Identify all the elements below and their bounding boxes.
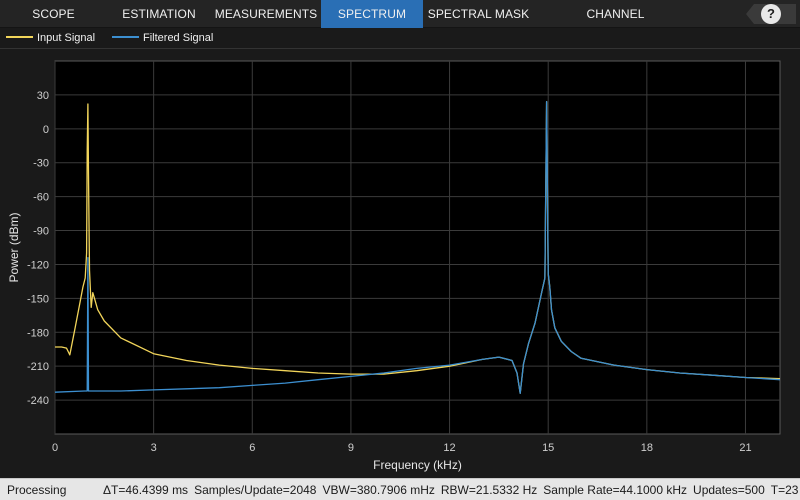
y-tick-label: -180 <box>27 327 49 339</box>
status-rbw: RBW=21.5332 Hz <box>440 483 538 497</box>
x-tick-label: 0 <box>52 442 58 454</box>
y-tick-labels: 30 0 -30 -60 -90 -120 -150 -180 -210 -240 <box>27 90 49 407</box>
x-tick-label: 21 <box>739 442 751 454</box>
legend-swatch-filtered-signal <box>112 36 139 39</box>
legend: Input Signal Filtered Signal <box>0 28 800 49</box>
tab-estimation[interactable]: ESTIMATION <box>122 7 196 21</box>
y-tick-label: 30 <box>37 90 49 102</box>
status-updates: Updates=500 <box>693 483 765 497</box>
tab-scope[interactable]: SCOPE <box>32 7 75 21</box>
x-tick-label: 12 <box>443 442 455 454</box>
y-tick-label: -90 <box>33 226 49 238</box>
y-tick-label: -120 <box>27 259 49 271</box>
legend-label-filtered-signal: Filtered Signal <box>143 32 214 44</box>
x-tick-label: 6 <box>249 442 255 454</box>
y-tick-label: -210 <box>27 361 49 373</box>
series-layer <box>54 101 781 394</box>
y-tick-label: -30 <box>33 158 49 170</box>
spectrum-plot[interactable]: 0 3 6 9 12 15 18 21 30 0 -30 -60 -90 -120 -150 -180 -21… <box>0 49 800 478</box>
tab-spectral-mask[interactable]: SPECTRAL MASK <box>427 7 530 21</box>
help-icon: ? <box>761 4 781 24</box>
y-tick-label: -240 <box>27 395 49 407</box>
legend-item-input-signal[interactable]: Input Signal <box>6 31 95 46</box>
status-sample-rate: Sample Rate=44.1000 kHz <box>543 483 688 497</box>
legend-swatch-input-signal <box>6 36 33 39</box>
legend-item-filtered-signal[interactable]: Filtered Signal <box>112 31 213 46</box>
status-delta-t: ΔT=46.4399 ms <box>103 483 189 497</box>
tab-measurements[interactable]: MEASUREMENTS <box>214 7 318 21</box>
help-button[interactable]: ? <box>746 4 796 24</box>
status-metrics: ΔT=46.4399 ms Samples/Update=2048 VBW=380.… <box>103 479 800 500</box>
x-tick-label: 3 <box>151 442 157 454</box>
x-tick-label: 9 <box>348 442 354 454</box>
axes-background <box>54 60 781 435</box>
x-tick-label: 18 <box>641 442 653 454</box>
toolstrip: SCOPE ESTIMATION MEASUREMENTS SPECTRUM S… <box>0 0 800 50</box>
tab-channel-measurements[interactable]: CHANNEL MEASUREMENTS <box>564 7 666 50</box>
spectrum-figure: 0 3 6 9 12 15 18 21 30 0 -30 -60 -90 -120 -150 -180 -21… <box>0 49 800 478</box>
status-state: Processing <box>7 483 67 497</box>
tab-spectrum[interactable]: SPECTRUM <box>321 0 423 28</box>
series-line-filtered-signal <box>54 101 781 394</box>
status-vbw: VBW=380.7906 mHz <box>322 483 435 497</box>
legend-label-input-signal: Input Signal <box>37 32 96 44</box>
y-tick-label: 0 <box>43 124 49 136</box>
status-time: T=23 <box>770 483 799 497</box>
grid <box>54 61 780 434</box>
x-tick-labels: 0 3 6 9 12 15 18 21 <box>52 442 752 454</box>
x-tick-label: 15 <box>542 442 554 454</box>
y-axis-label: Power (dBm) <box>7 212 21 282</box>
status-samples-per-update: Samples/Update=2048 <box>194 483 317 497</box>
y-tick-label: -150 <box>27 293 49 305</box>
x-axis-label: Frequency (kHz) <box>373 458 462 472</box>
status-bar: Processing ΔT=46.4399 ms Samples/Update=2… <box>0 478 800 500</box>
y-tick-label: -60 <box>33 192 49 204</box>
